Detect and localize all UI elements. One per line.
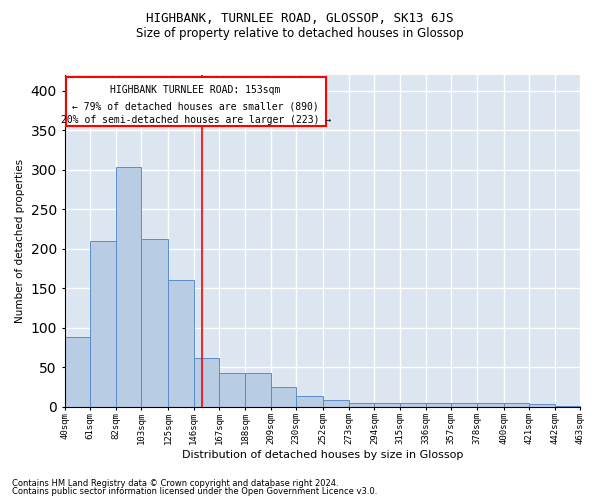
Bar [296,396,323,406]
Bar [451,404,477,406]
Bar [349,402,374,406]
Bar [529,404,555,406]
Bar [168,280,194,406]
Bar [65,337,90,406]
Text: Contains public sector information licensed under the Open Government Licence v3: Contains public sector information licen… [12,487,377,496]
Bar [425,404,451,406]
Text: ← 79% of detached houses are smaller (890): ← 79% of detached houses are smaller (89… [73,101,319,111]
X-axis label: Distribution of detached houses by size in Glossop: Distribution of detached houses by size … [182,450,463,460]
Text: 20% of semi-detached houses are larger (223) →: 20% of semi-detached houses are larger (… [61,116,331,126]
Bar [245,374,271,406]
Y-axis label: Number of detached properties: Number of detached properties [15,159,25,323]
Text: Size of property relative to detached houses in Glossop: Size of property relative to detached ho… [136,28,464,40]
Bar [220,374,245,406]
Bar [503,404,529,406]
Text: HIGHBANK, TURNLEE ROAD, GLOSSOP, SK13 6JS: HIGHBANK, TURNLEE ROAD, GLOSSOP, SK13 6J… [146,12,454,26]
Text: Contains HM Land Registry data © Crown copyright and database right 2024.: Contains HM Land Registry data © Crown c… [12,478,338,488]
Bar [116,168,142,406]
Bar [142,239,168,406]
Bar [323,400,349,406]
Bar [90,241,116,406]
Bar [194,358,220,406]
FancyBboxPatch shape [66,78,326,126]
Text: HIGHBANK TURNLEE ROAD: 153sqm: HIGHBANK TURNLEE ROAD: 153sqm [110,86,281,96]
Bar [271,387,296,406]
Bar [477,404,503,406]
Bar [400,402,425,406]
Bar [374,402,400,406]
